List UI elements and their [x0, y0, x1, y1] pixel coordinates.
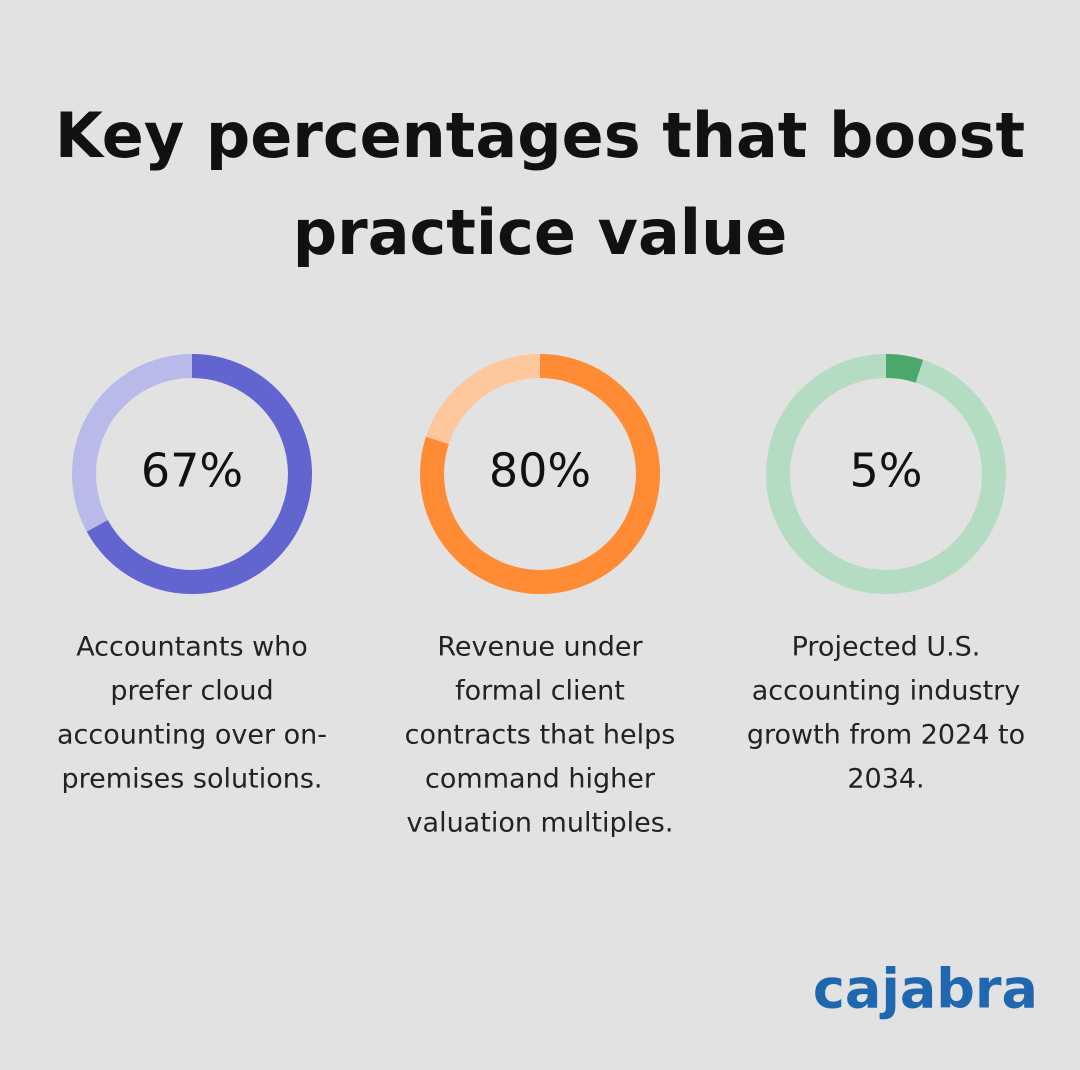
description-line: Accountants who — [76, 632, 308, 663]
description-line: accounting over on- — [57, 720, 327, 751]
donut-arc — [72, 354, 312, 594]
center-label: 67% — [141, 444, 243, 498]
center-label: 5% — [850, 444, 923, 498]
title-line: Key percentages that boost — [55, 99, 1025, 172]
description-line: contracts that helps — [405, 720, 676, 751]
logo: cajabra — [813, 958, 1038, 1021]
description-line: Projected U.S. — [792, 632, 981, 663]
title-line: practice value — [293, 196, 788, 269]
description-line: valuation multiples. — [407, 808, 674, 839]
center-label: 80% — [489, 444, 591, 498]
donut-arc — [766, 354, 1006, 594]
description-line: growth from 2024 to — [747, 720, 1025, 751]
description-line: premises solutions. — [62, 764, 323, 795]
description-line: prefer cloud — [110, 676, 273, 707]
description-line: 2034. — [847, 764, 924, 795]
description-line: command higher — [425, 764, 656, 795]
description-line: Revenue under — [437, 632, 643, 663]
donut-arc — [420, 354, 660, 594]
description-line: formal client — [455, 676, 625, 707]
description-line: accounting industry — [752, 676, 1021, 707]
